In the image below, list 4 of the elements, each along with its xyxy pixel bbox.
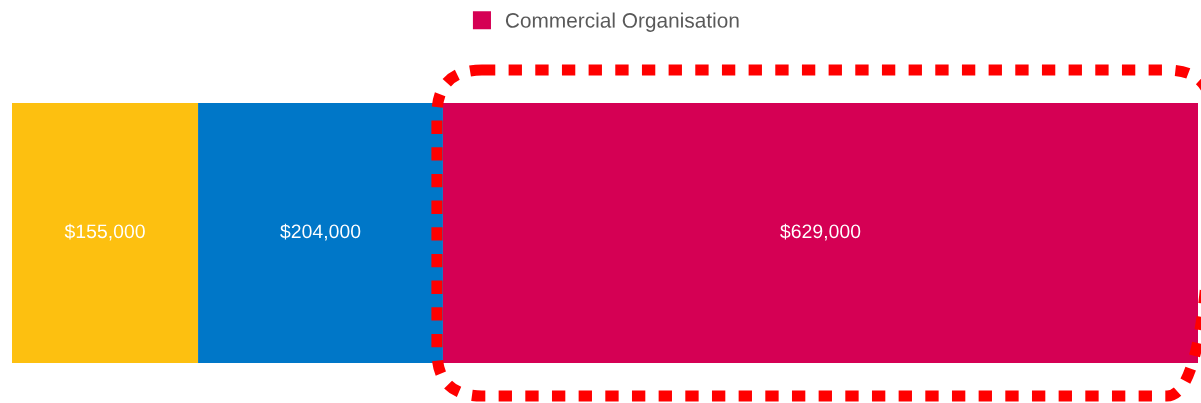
data-label: $204,000: [280, 223, 361, 241]
legend-label: Commercial Organisation: [505, 12, 739, 32]
data-label: $155,000: [64, 223, 145, 241]
data-label: $629,000: [780, 223, 861, 241]
